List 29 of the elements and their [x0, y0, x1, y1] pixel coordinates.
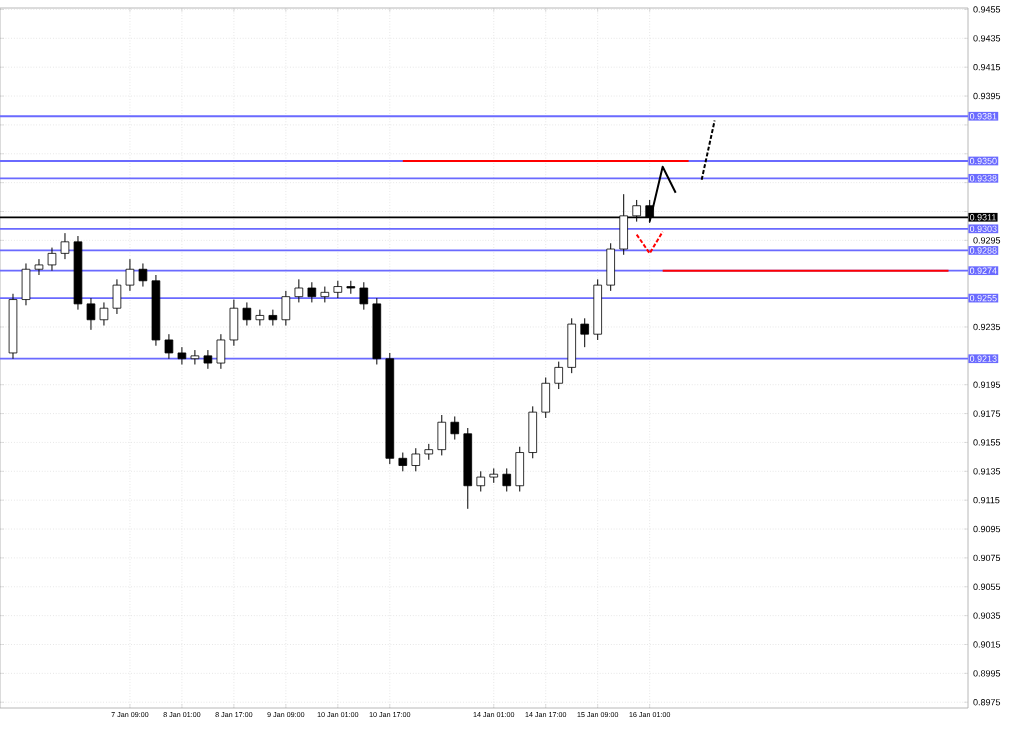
candlestick	[268, 309, 278, 327]
candlestick	[216, 333, 226, 370]
candlestick	[138, 262, 148, 288]
candlestick	[307, 281, 317, 303]
candlestick	[177, 346, 187, 365]
candlestick	[554, 361, 564, 390]
candlestick	[450, 415, 460, 441]
candlestick	[515, 446, 525, 493]
candlestick	[281, 290, 291, 327]
candlestick	[502, 467, 512, 493]
candlestick	[359, 281, 369, 311]
candlestick	[229, 299, 239, 347]
candlestick	[294, 278, 304, 303]
candlestick	[164, 333, 174, 360]
candlestick	[541, 376, 551, 419]
candlestick	[528, 405, 538, 459]
candlestick	[203, 349, 213, 370]
candlestick	[411, 447, 421, 472]
candlestick	[606, 242, 615, 292]
candlestick	[242, 301, 252, 327]
candlestick	[567, 317, 577, 374]
candlestick	[125, 258, 135, 292]
candlestick	[255, 309, 265, 327]
candlestick	[580, 317, 589, 348]
candlestick	[437, 414, 447, 456]
candlestick	[398, 452, 408, 472]
candlestick	[112, 278, 122, 315]
candlestick	[190, 349, 200, 365]
candlestick	[476, 470, 486, 493]
